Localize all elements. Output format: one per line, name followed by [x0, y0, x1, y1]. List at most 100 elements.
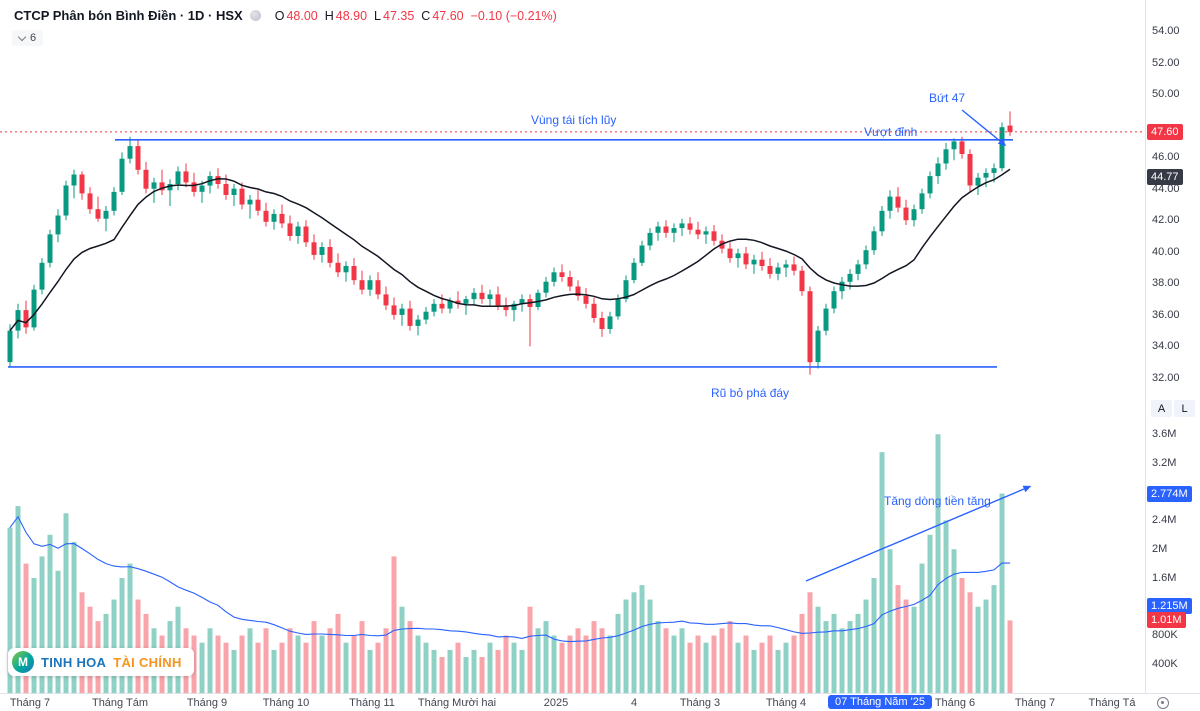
brand-name-secondary: TÀI CHÍNH — [113, 654, 182, 670]
volume-tick: 400K — [1152, 658, 1178, 670]
volume-bar — [847, 621, 853, 693]
candle-body — [271, 213, 277, 222]
candle-body — [463, 299, 469, 304]
volume-bar — [119, 578, 125, 693]
selected-date-label[interactable]: 07 Tháng Năm '25 — [828, 695, 932, 709]
volume-bar — [327, 628, 333, 693]
candle-body — [551, 272, 557, 282]
candle-body — [511, 303, 517, 311]
candle-body — [31, 289, 37, 328]
time-label[interactable]: 2025 — [543, 697, 569, 709]
candle-body — [143, 169, 149, 189]
time-label[interactable]: Tháng 3 — [679, 697, 721, 709]
volume-bar — [591, 621, 597, 693]
candle-body — [967, 154, 973, 186]
volume-bar — [271, 649, 277, 693]
candle-body — [543, 281, 549, 293]
but47-arrow[interactable] — [961, 109, 1001, 142]
volume-bar — [319, 635, 325, 693]
time-label[interactable]: 4 — [630, 697, 638, 709]
volume-bar — [975, 606, 981, 693]
time-label[interactable]: Tháng 9 — [186, 697, 228, 709]
volume-bar — [423, 642, 429, 693]
volume-bar — [959, 578, 965, 693]
time-label[interactable]: Tháng 10 — [262, 697, 310, 709]
price-badge: 47.60 — [1147, 124, 1183, 140]
volume-bar — [391, 556, 397, 693]
volume-bar — [191, 635, 197, 693]
volume-bar — [343, 642, 349, 693]
candle-body — [583, 295, 589, 304]
volume-bar — [999, 493, 1005, 693]
time-label[interactable]: Tháng 7 — [1014, 697, 1056, 709]
chart-canvas[interactable] — [0, 0, 1145, 693]
volume-bar — [567, 635, 573, 693]
volume-bar — [599, 628, 605, 693]
volume-bar — [127, 563, 133, 693]
candle-body — [199, 185, 205, 192]
candle-body — [639, 245, 645, 263]
symbol-title[interactable]: CTCP Phân bón Bình Điền · 1D · HSX — [14, 8, 243, 23]
time-label[interactable]: Tháng Mười hai — [417, 697, 497, 709]
money-flow-arrow[interactable] — [805, 488, 1025, 582]
volume-bar — [383, 628, 389, 693]
annotation-breakout-top[interactable]: Vượt đỉnh — [864, 125, 918, 139]
candle-body — [7, 330, 13, 363]
time-label[interactable]: Tháng 11 — [349, 697, 395, 709]
price-tick: 38.00 — [1152, 277, 1180, 289]
volume-bar — [199, 642, 205, 693]
volume-bar — [63, 513, 69, 693]
volume-bar — [743, 635, 749, 693]
time-label[interactable]: Tháng 6 — [934, 697, 976, 709]
volume-bar — [463, 657, 469, 693]
candle-body — [695, 229, 701, 235]
price-tick: 52.00 — [1152, 57, 1180, 69]
indicators-toggle[interactable]: 6 — [12, 30, 44, 46]
candle-body — [671, 228, 677, 233]
candle-body — [679, 223, 685, 229]
candle-body — [863, 250, 869, 265]
annotation-shakeout[interactable]: Rũ bỏ phá đáy — [711, 386, 790, 400]
candle-body — [799, 270, 805, 292]
volume-bar — [631, 592, 637, 693]
log-scale-button[interactable]: L — [1174, 400, 1195, 417]
time-axis[interactable]: Tháng 7 Tháng Tám Tháng 9 Tháng 10 Tháng 11 T… — [0, 693, 1200, 711]
time-label[interactable]: Tháng 7 — [9, 697, 51, 709]
market-status-icon[interactable] — [249, 10, 261, 21]
time-label[interactable]: Tháng Tá — [1088, 697, 1136, 709]
candle-body — [135, 146, 141, 170]
volume-bar — [759, 642, 765, 693]
volume-bar — [807, 592, 813, 693]
settings-gear-icon[interactable] — [1157, 697, 1169, 709]
candle-body — [743, 253, 749, 265]
volume-bar — [511, 642, 517, 693]
volume-bar — [1007, 620, 1013, 693]
brand-logo[interactable]: M TINH HOA TÀI CHÍNH — [8, 648, 194, 676]
indicators-count: 6 — [30, 32, 37, 44]
volume-bar — [839, 628, 845, 693]
candle-body — [823, 308, 829, 331]
annotation-money-flow[interactable]: Tăng dòng tiền tăng — [884, 494, 991, 508]
candle-body — [751, 259, 757, 265]
time-label[interactable]: Tháng Tám — [91, 697, 149, 709]
price-axis[interactable]: A L 54.00 52.00 50.00 46.00 44.00 42.00 40.00 3… — [1145, 0, 1200, 693]
candle-body — [447, 300, 453, 309]
volume-bar — [311, 621, 317, 693]
candle-body — [71, 174, 77, 186]
volume-bar — [927, 534, 933, 693]
volume-tick: 3.2M — [1152, 457, 1177, 469]
candle-body — [559, 272, 565, 277]
candle-body — [783, 264, 789, 268]
volume-bar — [431, 649, 437, 693]
volume-bar — [231, 649, 237, 693]
volume-bar — [447, 649, 453, 693]
volume-bar — [335, 613, 341, 693]
annotation-but-47[interactable]: Bứt 47 — [929, 91, 966, 105]
annotation-accumulation-zone[interactable]: Vùng tái tích lũy — [531, 113, 617, 127]
time-label[interactable]: Tháng 4 — [765, 697, 807, 709]
volume-bar — [663, 628, 669, 693]
volume-bar — [503, 635, 509, 693]
auto-scale-button[interactable]: A — [1151, 400, 1172, 417]
candle-body — [487, 294, 493, 300]
candle-body — [775, 267, 781, 274]
